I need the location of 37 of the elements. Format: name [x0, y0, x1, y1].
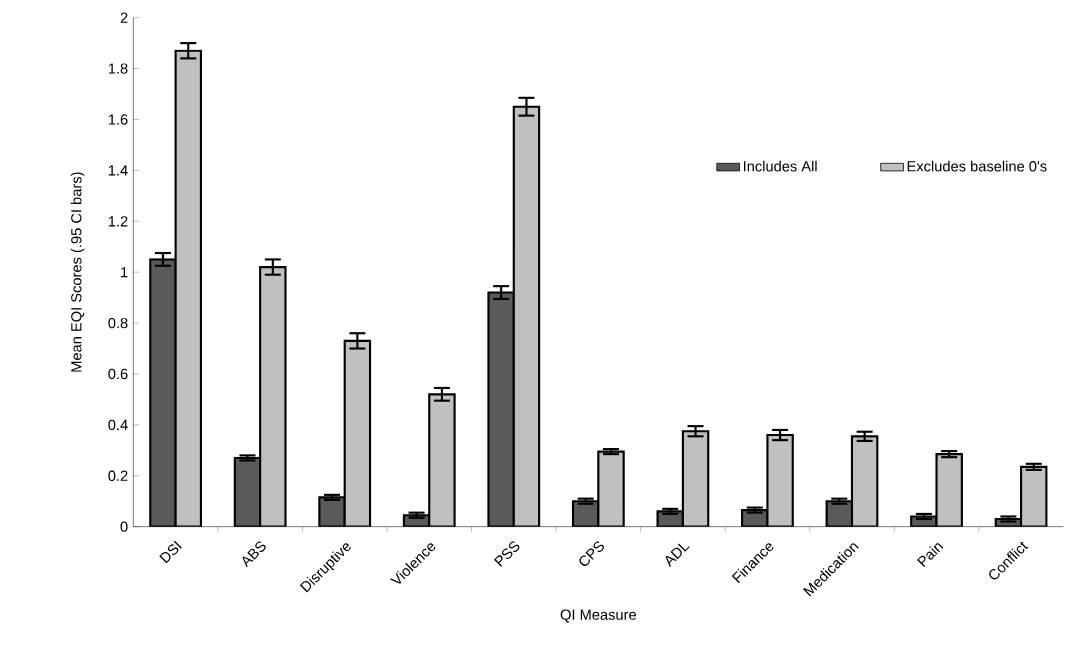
y-tick-label: 1.8	[108, 63, 128, 74]
y-tick-label: 1.6	[108, 114, 128, 125]
bar	[512, 105, 541, 527]
legend-label: Includes All	[743, 160, 817, 172]
bar	[428, 393, 456, 527]
bar	[850, 435, 879, 527]
bar	[766, 433, 794, 527]
bar	[681, 430, 710, 527]
y-tick-label: 1	[121, 267, 128, 278]
bar	[343, 339, 372, 527]
bar	[825, 500, 854, 527]
legend-label: Excludes baseline 0's	[907, 160, 1047, 172]
bar	[318, 496, 346, 527]
y-tick-label: 0.6	[108, 368, 128, 380]
bar	[149, 258, 177, 527]
bar	[571, 500, 600, 527]
bar	[741, 509, 769, 527]
bar	[656, 510, 684, 527]
x-tick-label: ADL	[665, 543, 690, 567]
x-axis-title: QI Measure	[560, 609, 636, 623]
y-tick-label: 1.4	[108, 165, 128, 176]
bar	[1020, 465, 1048, 527]
y-tick-label: 0.2	[108, 470, 128, 481]
x-tick-label: Pain	[917, 543, 944, 568]
y-tick-label: 0	[120, 521, 128, 532]
y-axis-title: Mean EQI Scores (.95 CI bars)	[70, 172, 85, 372]
bar	[935, 453, 963, 527]
y-tick-label: 0.4	[108, 419, 128, 431]
x-tick-label: DSI	[159, 540, 182, 564]
bar	[487, 291, 515, 527]
y-tick-label: 2	[120, 12, 128, 23]
bar	[233, 456, 262, 527]
y-tick-label: 0.8	[108, 317, 128, 329]
y-tick-label: 1.2	[108, 216, 128, 227]
bar	[174, 49, 203, 527]
bar	[259, 266, 287, 527]
bar	[597, 450, 625, 527]
